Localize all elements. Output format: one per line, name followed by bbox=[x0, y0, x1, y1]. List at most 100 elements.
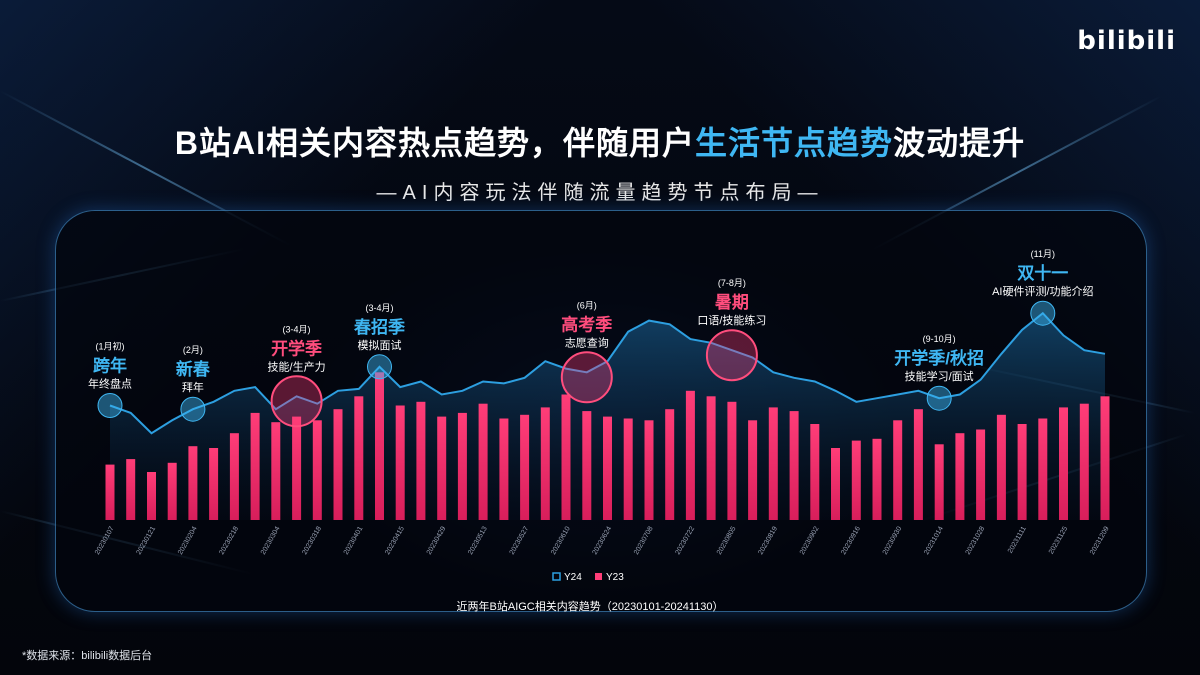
x-tick-label: 20230708 bbox=[633, 525, 655, 556]
title-highlight: 生活节点趋势 bbox=[695, 125, 894, 161]
y23-bar bbox=[167, 462, 177, 520]
x-tick-label: 20231111 bbox=[1007, 525, 1028, 554]
event-period: (1月初) bbox=[96, 341, 125, 352]
x-tick-label: 20230722 bbox=[675, 525, 697, 556]
event-marker bbox=[367, 354, 392, 380]
legend-label-y23: Y23 bbox=[606, 572, 624, 583]
y23-bar bbox=[955, 433, 965, 520]
event-marker bbox=[180, 396, 206, 422]
y23-bar bbox=[540, 407, 550, 520]
x-tick-label: 20230930 bbox=[882, 525, 904, 556]
y23-bar bbox=[623, 418, 633, 520]
y23-bar bbox=[354, 396, 364, 520]
data-source-note: *数据来源：bilibili数据后台 bbox=[22, 650, 153, 662]
event-name: 双十一 bbox=[1017, 263, 1068, 283]
x-tick-label: 20230304 bbox=[260, 525, 282, 556]
x-tick-label: 20230401 bbox=[343, 525, 365, 556]
event-marker bbox=[560, 351, 613, 404]
y23-bar bbox=[147, 472, 156, 520]
x-tick-label: 20230204 bbox=[177, 525, 199, 556]
x-tick-label: 20231014 bbox=[923, 525, 945, 556]
y23-bar bbox=[105, 464, 115, 520]
event-detail: 技能学习/面试 bbox=[905, 369, 974, 383]
x-tick-label: 20231125 bbox=[1048, 525, 1069, 555]
x-tick-label: 20230527 bbox=[509, 525, 531, 556]
event-marker bbox=[705, 329, 758, 382]
y23-bar bbox=[831, 448, 840, 520]
event-marker bbox=[1030, 300, 1056, 326]
x-tick-label: 20230121 bbox=[136, 525, 158, 556]
event-period: (3-4月) bbox=[365, 303, 393, 313]
event-name: 春招季 bbox=[354, 317, 405, 337]
y23-bar bbox=[789, 411, 799, 520]
event-marker bbox=[97, 393, 123, 418]
y23-bar bbox=[893, 420, 903, 520]
x-tick-label: 20231028 bbox=[965, 525, 987, 556]
event-detail: 志愿查询 bbox=[565, 335, 609, 349]
event-period: (2月) bbox=[183, 345, 203, 355]
y23-bar bbox=[748, 420, 758, 520]
y23-bar bbox=[1079, 403, 1089, 520]
y23-bar bbox=[561, 394, 571, 520]
x-tick-label: 20230107 bbox=[94, 525, 116, 556]
y23-bar bbox=[727, 401, 737, 520]
event-detail: 拜年 bbox=[182, 380, 204, 394]
y23-bar bbox=[478, 403, 488, 520]
x-tick-label: 20230624 bbox=[592, 525, 614, 556]
y23-bar bbox=[706, 396, 716, 520]
page-subtitle: —AI内容玩法伴随流量趋势节点布局— bbox=[376, 182, 824, 204]
y23-bar bbox=[665, 409, 675, 520]
y23-bar bbox=[520, 414, 530, 520]
y23-bar bbox=[976, 429, 986, 520]
x-tick-label: 20230513 bbox=[467, 525, 489, 556]
y23-bar bbox=[582, 411, 592, 520]
event-name: 高考季 bbox=[561, 314, 612, 334]
y23-bar bbox=[395, 405, 405, 520]
y23-bar bbox=[934, 444, 944, 520]
event-period: (3-4月) bbox=[283, 324, 311, 334]
y23-bar bbox=[810, 424, 820, 520]
event-marker bbox=[926, 385, 952, 411]
y24-line bbox=[109, 311, 1106, 435]
y23-bar bbox=[603, 416, 612, 520]
y23-bar bbox=[499, 418, 509, 520]
y23-bar bbox=[851, 440, 861, 520]
event-period: (11月) bbox=[1031, 249, 1055, 259]
x-tick-label: 20231209 bbox=[1089, 525, 1111, 556]
y23-bar bbox=[229, 433, 239, 520]
legend-swatch-y23 bbox=[595, 573, 602, 580]
page-title: B站AI相关内容热点趋势，伴随用户生活节点趋势波动提升 bbox=[0, 118, 1200, 164]
y23-bar bbox=[768, 407, 778, 520]
event-period: (6月) bbox=[577, 300, 597, 310]
event-period: (9-10月) bbox=[923, 334, 956, 344]
x-tick-label: 20230819 bbox=[757, 525, 779, 556]
chart-caption: 近两年B站AIGC相关内容趋势（20230101-20241130） bbox=[457, 599, 724, 613]
event-detail: AI硬件评测/功能介绍 bbox=[992, 284, 1093, 298]
y23-bar bbox=[312, 420, 322, 520]
event-name: 开学季/秋招 bbox=[894, 348, 984, 368]
y23-bar bbox=[872, 438, 882, 520]
y23-bar bbox=[996, 414, 1006, 520]
x-tick-label: 20230610 bbox=[550, 525, 572, 556]
y23-bar bbox=[1038, 418, 1048, 520]
y23-bar bbox=[1100, 396, 1110, 520]
y23-bar bbox=[416, 401, 426, 520]
y23-bar bbox=[271, 422, 281, 520]
x-tick-label: 20230916 bbox=[840, 525, 862, 556]
y23-bar bbox=[209, 448, 219, 520]
x-tick-label: 20230429 bbox=[426, 525, 448, 556]
y23-bar bbox=[644, 420, 654, 520]
title-part-1: B站AI相关内容热点趋势，伴随用户 bbox=[174, 125, 696, 161]
y23-bar bbox=[375, 372, 384, 520]
y23-bar bbox=[126, 459, 136, 520]
x-tick-label: 20230805 bbox=[716, 525, 738, 556]
event-name: 暑期 bbox=[715, 293, 749, 312]
y23-bar bbox=[292, 416, 302, 520]
x-tick-label: 20230902 bbox=[799, 525, 821, 556]
y23-bar bbox=[1017, 424, 1027, 520]
bilibili-logo: bilibili bbox=[1077, 26, 1176, 56]
event-period: (7-8月) bbox=[718, 278, 746, 288]
legend-label-y24: Y24 bbox=[564, 572, 582, 583]
y23-bar bbox=[437, 416, 447, 520]
